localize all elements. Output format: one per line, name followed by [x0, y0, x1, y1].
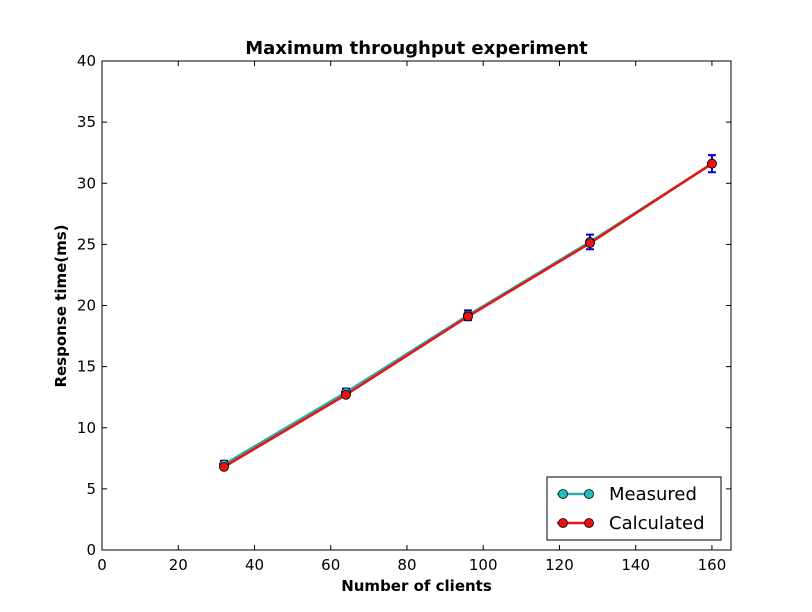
y-tick-label: 20 — [77, 297, 96, 315]
x-tick-label: 20 — [169, 556, 188, 574]
legend-swatch-marker — [558, 518, 568, 528]
y-axis-label: Response time(ms) — [52, 224, 70, 387]
x-tick-label: 120 — [545, 556, 574, 574]
x-tick-label: 40 — [245, 556, 264, 574]
legend-swatch-marker — [558, 489, 568, 499]
y-tick-label: 5 — [86, 480, 96, 498]
legend-swatch-marker — [584, 518, 594, 528]
legend: Measured Calculated — [546, 476, 722, 541]
y-tick-label: 40 — [77, 52, 96, 70]
y-tick-label: 10 — [77, 419, 96, 437]
legend-label-measured: Measured — [609, 484, 697, 505]
chart-title: Maximum throughput experiment — [245, 38, 588, 59]
x-tick-label: 0 — [97, 556, 107, 574]
x-tick-label: 80 — [397, 556, 416, 574]
data-point-calculated — [219, 461, 229, 472]
plot-area: 0 20 40 60 80 100 120 140 160 0 5 10 15 20 25 30 35 40 — [77, 52, 731, 574]
legend-box — [546, 476, 722, 541]
x-axis-label: Number of clients — [341, 577, 492, 595]
x-tick-label: 60 — [321, 556, 340, 574]
y-tick-label: 30 — [77, 174, 96, 192]
y-tick-label: 25 — [77, 235, 96, 253]
plot-frame — [101, 60, 732, 551]
x-tick-label: 160 — [698, 556, 727, 574]
x-tick-label: 140 — [621, 556, 650, 574]
legend-swatch-marker — [584, 489, 594, 499]
data-point-calculated — [463, 311, 473, 322]
x-tick-label: 100 — [469, 556, 498, 574]
data-point-calculated — [341, 389, 351, 400]
data-point-calculated — [707, 158, 717, 169]
y-tick-label: 35 — [77, 113, 96, 131]
y-tick-label: 0 — [86, 541, 96, 559]
legend-label-calculated: Calculated — [609, 513, 705, 534]
y-tick-label: 15 — [77, 358, 96, 376]
data-point-calculated — [585, 238, 595, 249]
